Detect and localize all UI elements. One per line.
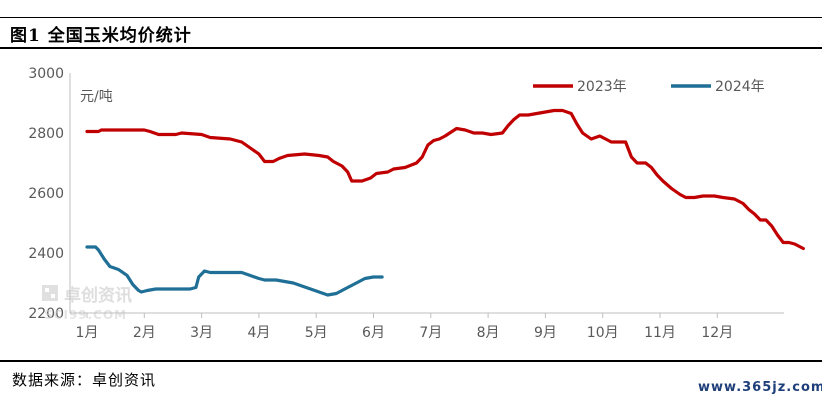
legend: 2023年 2024年: [533, 79, 765, 95]
legend-label: 2023年: [577, 79, 627, 95]
y-tick-label: 2200: [28, 306, 64, 322]
y-tick-label: 2400: [28, 246, 64, 262]
y-tick-label: 3000: [28, 66, 64, 82]
watermark-logo-icon: [42, 285, 58, 301]
y-axis-ticks: 2200 2400 2600 2800 3000: [28, 66, 64, 322]
y-tick-label: 2600: [28, 186, 64, 202]
x-tick-label: 3月: [190, 325, 213, 341]
chart-title: 图1 全国玉米均价统计: [10, 26, 192, 46]
y-tick-label: 2800: [28, 126, 64, 142]
source-note: 数据来源：卓创资讯: [12, 371, 157, 389]
x-tick-label: 9月: [534, 325, 557, 341]
x-tick-label: 2月: [133, 325, 156, 341]
footer-rule: [0, 360, 822, 362]
legend-label: 2024年: [715, 79, 765, 95]
x-tick-label: 10月: [587, 325, 619, 341]
website-watermark: www.365jz.com: [698, 380, 822, 395]
x-axis: 1月 2月 3月 4月 5月 6月 7月 8月 9月 10月 11月 12月: [69, 73, 784, 341]
x-tick-label: 7月: [419, 325, 442, 341]
series-lines: [85, 108, 805, 297]
watermark-subtext: SCI99.COM: [44, 308, 127, 322]
x-tick-label: 8月: [477, 325, 500, 341]
series-line-2024: [85, 245, 384, 297]
x-tick-label: 5月: [305, 325, 328, 341]
title-bottom-rule: [0, 47, 822, 49]
series-line-2023: [85, 108, 805, 251]
x-tick-label: 11月: [644, 325, 676, 341]
title-top-rule: [0, 17, 822, 18]
x-tick-label: 12月: [701, 325, 733, 341]
x-tick-label: 4月: [247, 325, 270, 341]
x-tick-label: 1月: [76, 325, 99, 341]
title-bar: 图1 全国玉米均价统计: [0, 18, 822, 48]
y-axis-label: 元/吨: [80, 89, 113, 105]
x-tick-label: 6月: [362, 325, 385, 341]
watermark: 卓创资讯 SCI99.COM: [42, 285, 132, 322]
watermark-text: 卓创资讯: [64, 285, 132, 306]
